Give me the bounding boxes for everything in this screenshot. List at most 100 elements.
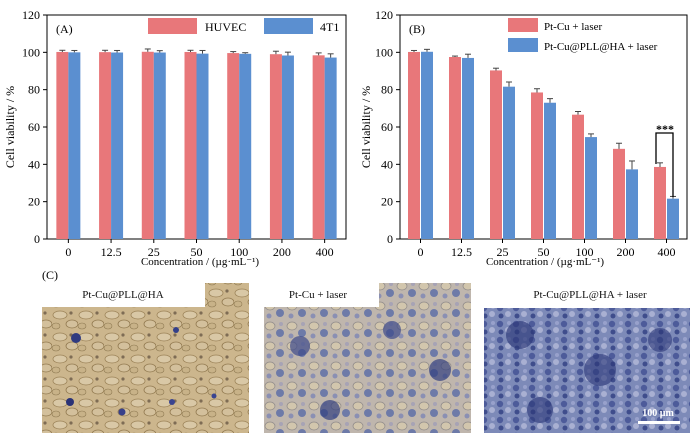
error-bar xyxy=(493,67,499,71)
caption-ptcu-laser: Pt-Cu + laser xyxy=(289,289,347,301)
y-ticks-b: 0 20 40 60 80 100 120 xyxy=(375,8,400,246)
panel-label-c: (C) xyxy=(42,268,58,282)
error-bar xyxy=(629,160,635,170)
bar-series2-5 xyxy=(281,55,294,239)
y-axis-title-b: Cell viability / % xyxy=(359,86,373,168)
bar-series2-6 xyxy=(667,198,679,239)
bar-series2-2 xyxy=(153,52,166,239)
bar-series1-2 xyxy=(490,70,502,239)
error-bar xyxy=(575,111,581,115)
error-bar xyxy=(424,48,430,52)
y-tick-label: 20 xyxy=(28,195,40,209)
y-tick-label: 0 xyxy=(387,232,393,246)
bar-series2-6 xyxy=(324,57,337,240)
bar-series1-5 xyxy=(269,54,282,240)
y-tick-label: 100 xyxy=(22,45,40,59)
x-tick-label: 100 xyxy=(230,245,248,259)
legend-swatch-4t1 xyxy=(264,18,313,34)
bar-series1-6 xyxy=(312,55,325,239)
error-bar xyxy=(616,142,622,149)
legend-label-4t1: 4T1 xyxy=(320,20,339,34)
bar-series1-4 xyxy=(572,114,584,239)
caption-ptcu-pll-ha-laser: Pt-Cu@PLL@HA + laser xyxy=(533,289,647,301)
micrograph-ptcu-pll-ha: Pt-Cu@PLL@HA xyxy=(42,283,249,433)
x-tick-label: 50 xyxy=(191,245,203,259)
legend-label-huvec: HUVEC xyxy=(205,20,246,34)
y-tick-label: 60 xyxy=(381,120,393,134)
photo-panel-c: (C) Pt-Cu@PLL@HA Pt-Cu + laser xyxy=(42,268,690,433)
caption-ptcu-pll-ha: Pt-Cu@PLL@HA xyxy=(82,289,163,301)
significance-bracket xyxy=(655,132,674,197)
x-tick-label: 12.5 xyxy=(451,245,472,259)
error-bar xyxy=(315,52,322,56)
bar-series2-1 xyxy=(462,57,474,239)
error-bar xyxy=(284,51,291,56)
scale-bar xyxy=(638,421,680,424)
x-tick-label: 400 xyxy=(316,245,334,259)
y-tick-label: 0 xyxy=(34,232,40,246)
chart-panel-a: 0 20 40 60 80 100 120 0 12.5 25 50 100 200 400 (A) C… xyxy=(3,8,347,268)
y-tick-label: 120 xyxy=(375,8,393,22)
bar-series2-2 xyxy=(503,86,515,240)
error-bar xyxy=(465,53,471,58)
error-bar xyxy=(187,49,194,52)
significance-label: *** xyxy=(656,122,674,136)
bar-series1-2 xyxy=(141,51,154,240)
x-axis-title-b: Concentration / (µg·mL⁻¹) xyxy=(486,256,604,268)
y-tick-label: 80 xyxy=(28,83,40,97)
bar-series1-0 xyxy=(56,51,69,240)
y-axis-title-a: Cell viability / % xyxy=(3,86,17,168)
bar-series2-4 xyxy=(239,53,252,240)
error-bar xyxy=(657,162,663,167)
bar-series2-5 xyxy=(626,169,638,239)
micrograph-ptcu-pll-ha-laser: Pt-Cu@PLL@HA + laser 100 µm xyxy=(484,289,690,433)
x-tick-label: 100 xyxy=(576,245,594,259)
y-ticks-a: 0 20 40 60 80 100 120 xyxy=(22,8,47,246)
error-bar xyxy=(327,53,334,58)
bar-series2-3 xyxy=(196,53,209,239)
x-tick-label: 200 xyxy=(273,245,291,259)
bar-series2-0 xyxy=(421,51,433,240)
y-tick-label: 100 xyxy=(375,45,393,59)
legend-swatch-ptcu-pll-ha-laser xyxy=(508,38,538,52)
error-bars-b xyxy=(411,48,676,199)
x-ticks-a: 0 12.5 25 50 100 200 400 xyxy=(65,239,334,259)
panel-label-a: (A) xyxy=(56,22,73,36)
error-bar xyxy=(547,98,553,103)
x-tick-label: 50 xyxy=(538,245,550,259)
x-tick-label: 0 xyxy=(65,245,71,259)
error-bar xyxy=(144,48,151,52)
error-bar xyxy=(272,50,279,55)
error-bar xyxy=(534,88,540,93)
bar-series1-5 xyxy=(613,148,625,239)
chart-panel-b: 0 20 40 60 80 100 120 0 12.5 25 50 100 200 400 (B) C… xyxy=(359,8,688,268)
bar-series1-3 xyxy=(531,92,543,239)
y-tick-label: 40 xyxy=(28,157,40,171)
y-tick-label: 60 xyxy=(28,120,40,134)
y-tick-label: 80 xyxy=(381,83,393,97)
bar-series1-6 xyxy=(654,166,666,239)
bar-series2-1 xyxy=(111,52,124,239)
error-bar xyxy=(114,49,121,53)
error-bars-a xyxy=(59,48,334,58)
x-axis-title-a: Concentration / (µg·mL⁻¹) xyxy=(141,256,259,268)
y-tick-label: 40 xyxy=(381,157,393,171)
error-bar xyxy=(242,52,249,54)
error-bar xyxy=(156,50,163,53)
bar-series1-1 xyxy=(449,57,461,239)
legend-swatch-ptcu-laser xyxy=(508,18,538,32)
bar-series1-3 xyxy=(184,51,197,240)
micrograph-ptcu-laser: Pt-Cu + laser xyxy=(264,283,471,433)
error-bar xyxy=(230,51,237,54)
legend-label-ptcu-pll-ha-laser: Pt-Cu@PLL@HA + laser xyxy=(544,41,658,53)
scale-bar-label: 100 µm xyxy=(642,408,674,419)
bar-series2-0 xyxy=(68,52,81,240)
error-bar xyxy=(452,55,458,57)
bar-series1-4 xyxy=(227,53,240,239)
x-tick-label: 0 xyxy=(418,245,424,259)
x-tick-label: 12.5 xyxy=(101,245,122,259)
x-ticks-b: 0 12.5 25 50 100 200 400 xyxy=(418,239,676,259)
bars-a xyxy=(56,51,337,240)
legend-label-ptcu-laser: Pt-Cu + laser xyxy=(544,21,602,33)
